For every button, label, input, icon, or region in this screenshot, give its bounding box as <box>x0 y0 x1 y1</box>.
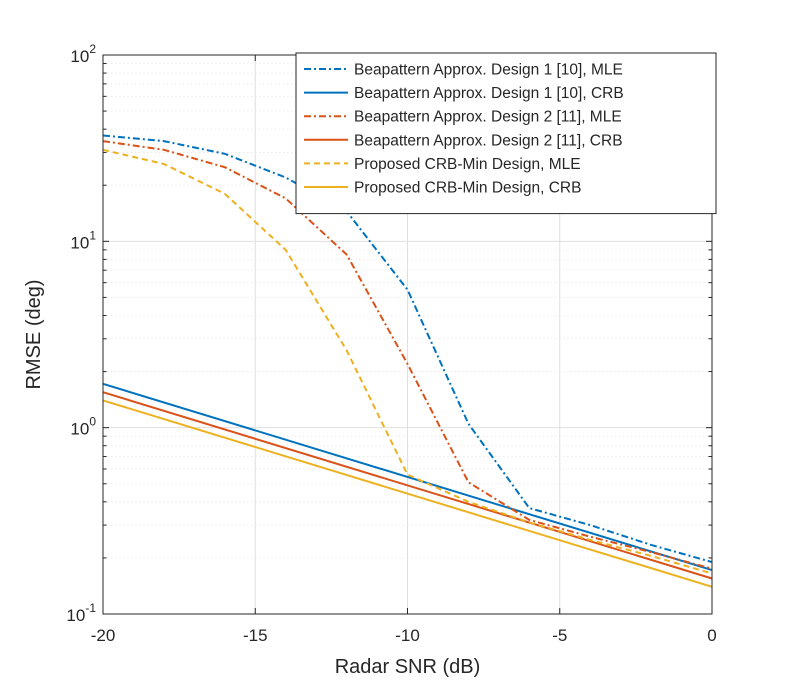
series-line-5 <box>102 148 713 575</box>
y-tick-label: 10-1 <box>66 601 96 625</box>
y-tick-base: 10 <box>70 233 89 252</box>
y-tick-exponent: -1 <box>85 601 96 615</box>
legend-entry-label: Beapattern Approx. Design 2 [11], MLE <box>354 109 622 126</box>
series-line-2 <box>102 382 713 572</box>
x-tick-label: -10 <box>395 626 420 645</box>
series-line-3 <box>102 140 713 570</box>
series-lines <box>102 134 713 588</box>
legend-entry-label: Beapattern Approx. Design 2 [11], CRB <box>354 132 623 149</box>
y-tick-label: 101 <box>70 228 96 252</box>
x-tick-label: -20 <box>91 626 116 645</box>
y-tick-base: 10 <box>66 606 85 625</box>
y-tick-label: 100 <box>70 415 96 439</box>
y-tick-exponent: 0 <box>89 415 96 429</box>
y-tick-exponent: 2 <box>89 42 96 56</box>
y-tick-exponent: 1 <box>89 228 96 242</box>
x-tick-label: -15 <box>243 626 268 645</box>
legend-entry-label: Proposed CRB-Min Design, MLE <box>354 156 581 173</box>
legend-box <box>295 52 717 215</box>
legend-entry-label: Proposed CRB-Min Design, CRB <box>354 180 581 197</box>
x-axis-label: Radar SNR (dB) <box>335 656 481 678</box>
y-tick-label: 102 <box>70 42 96 66</box>
y-axis-label: RMSE (deg) <box>23 279 45 389</box>
y-tick-base: 10 <box>70 420 89 439</box>
x-tick-label: -5 <box>552 626 567 645</box>
series-line-1 <box>102 134 713 564</box>
legend: Beapattern Approx. Design 1 [10], MLE Bea… <box>295 52 717 215</box>
series-line-4 <box>102 391 713 580</box>
legend-entry-label: Beapattern Approx. Design 1 [10], MLE <box>354 62 623 79</box>
y-tick-base: 10 <box>70 47 89 66</box>
legend-entry-label: Beapattern Approx. Design 1 [10], CRB <box>354 85 624 102</box>
x-tick-label: 0 <box>707 626 716 645</box>
series-line-6 <box>102 399 713 588</box>
